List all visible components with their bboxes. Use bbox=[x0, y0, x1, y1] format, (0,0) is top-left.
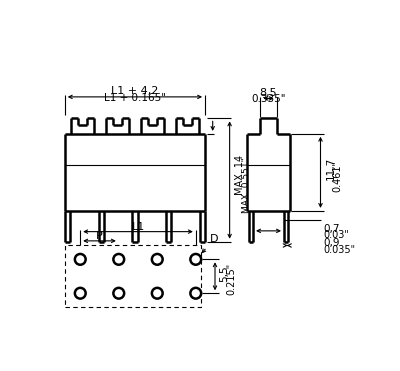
Text: 0.461": 0.461" bbox=[333, 160, 343, 192]
Text: 0,7: 0,7 bbox=[324, 224, 340, 234]
Text: 0.215": 0.215" bbox=[226, 263, 236, 295]
Text: 8,5: 8,5 bbox=[260, 88, 277, 98]
Text: MAX. 14: MAX. 14 bbox=[235, 155, 245, 196]
Bar bbox=[65, 246, 201, 307]
Text: D: D bbox=[202, 234, 218, 253]
Text: 0.335": 0.335" bbox=[251, 94, 286, 104]
Text: L1: L1 bbox=[131, 222, 145, 232]
Text: P: P bbox=[96, 231, 103, 241]
Text: L1 + 0.165": L1 + 0.165" bbox=[104, 93, 166, 103]
Text: 0.035": 0.035" bbox=[324, 245, 356, 255]
Text: L1 + 4,2: L1 + 4,2 bbox=[111, 86, 159, 96]
Text: 0,9: 0,9 bbox=[324, 238, 340, 248]
Text: 5,5: 5,5 bbox=[220, 265, 230, 282]
Text: 0.03": 0.03" bbox=[324, 230, 350, 240]
Text: 11,7: 11,7 bbox=[326, 157, 336, 180]
Text: MAX. 0.551": MAX. 0.551" bbox=[242, 157, 251, 213]
